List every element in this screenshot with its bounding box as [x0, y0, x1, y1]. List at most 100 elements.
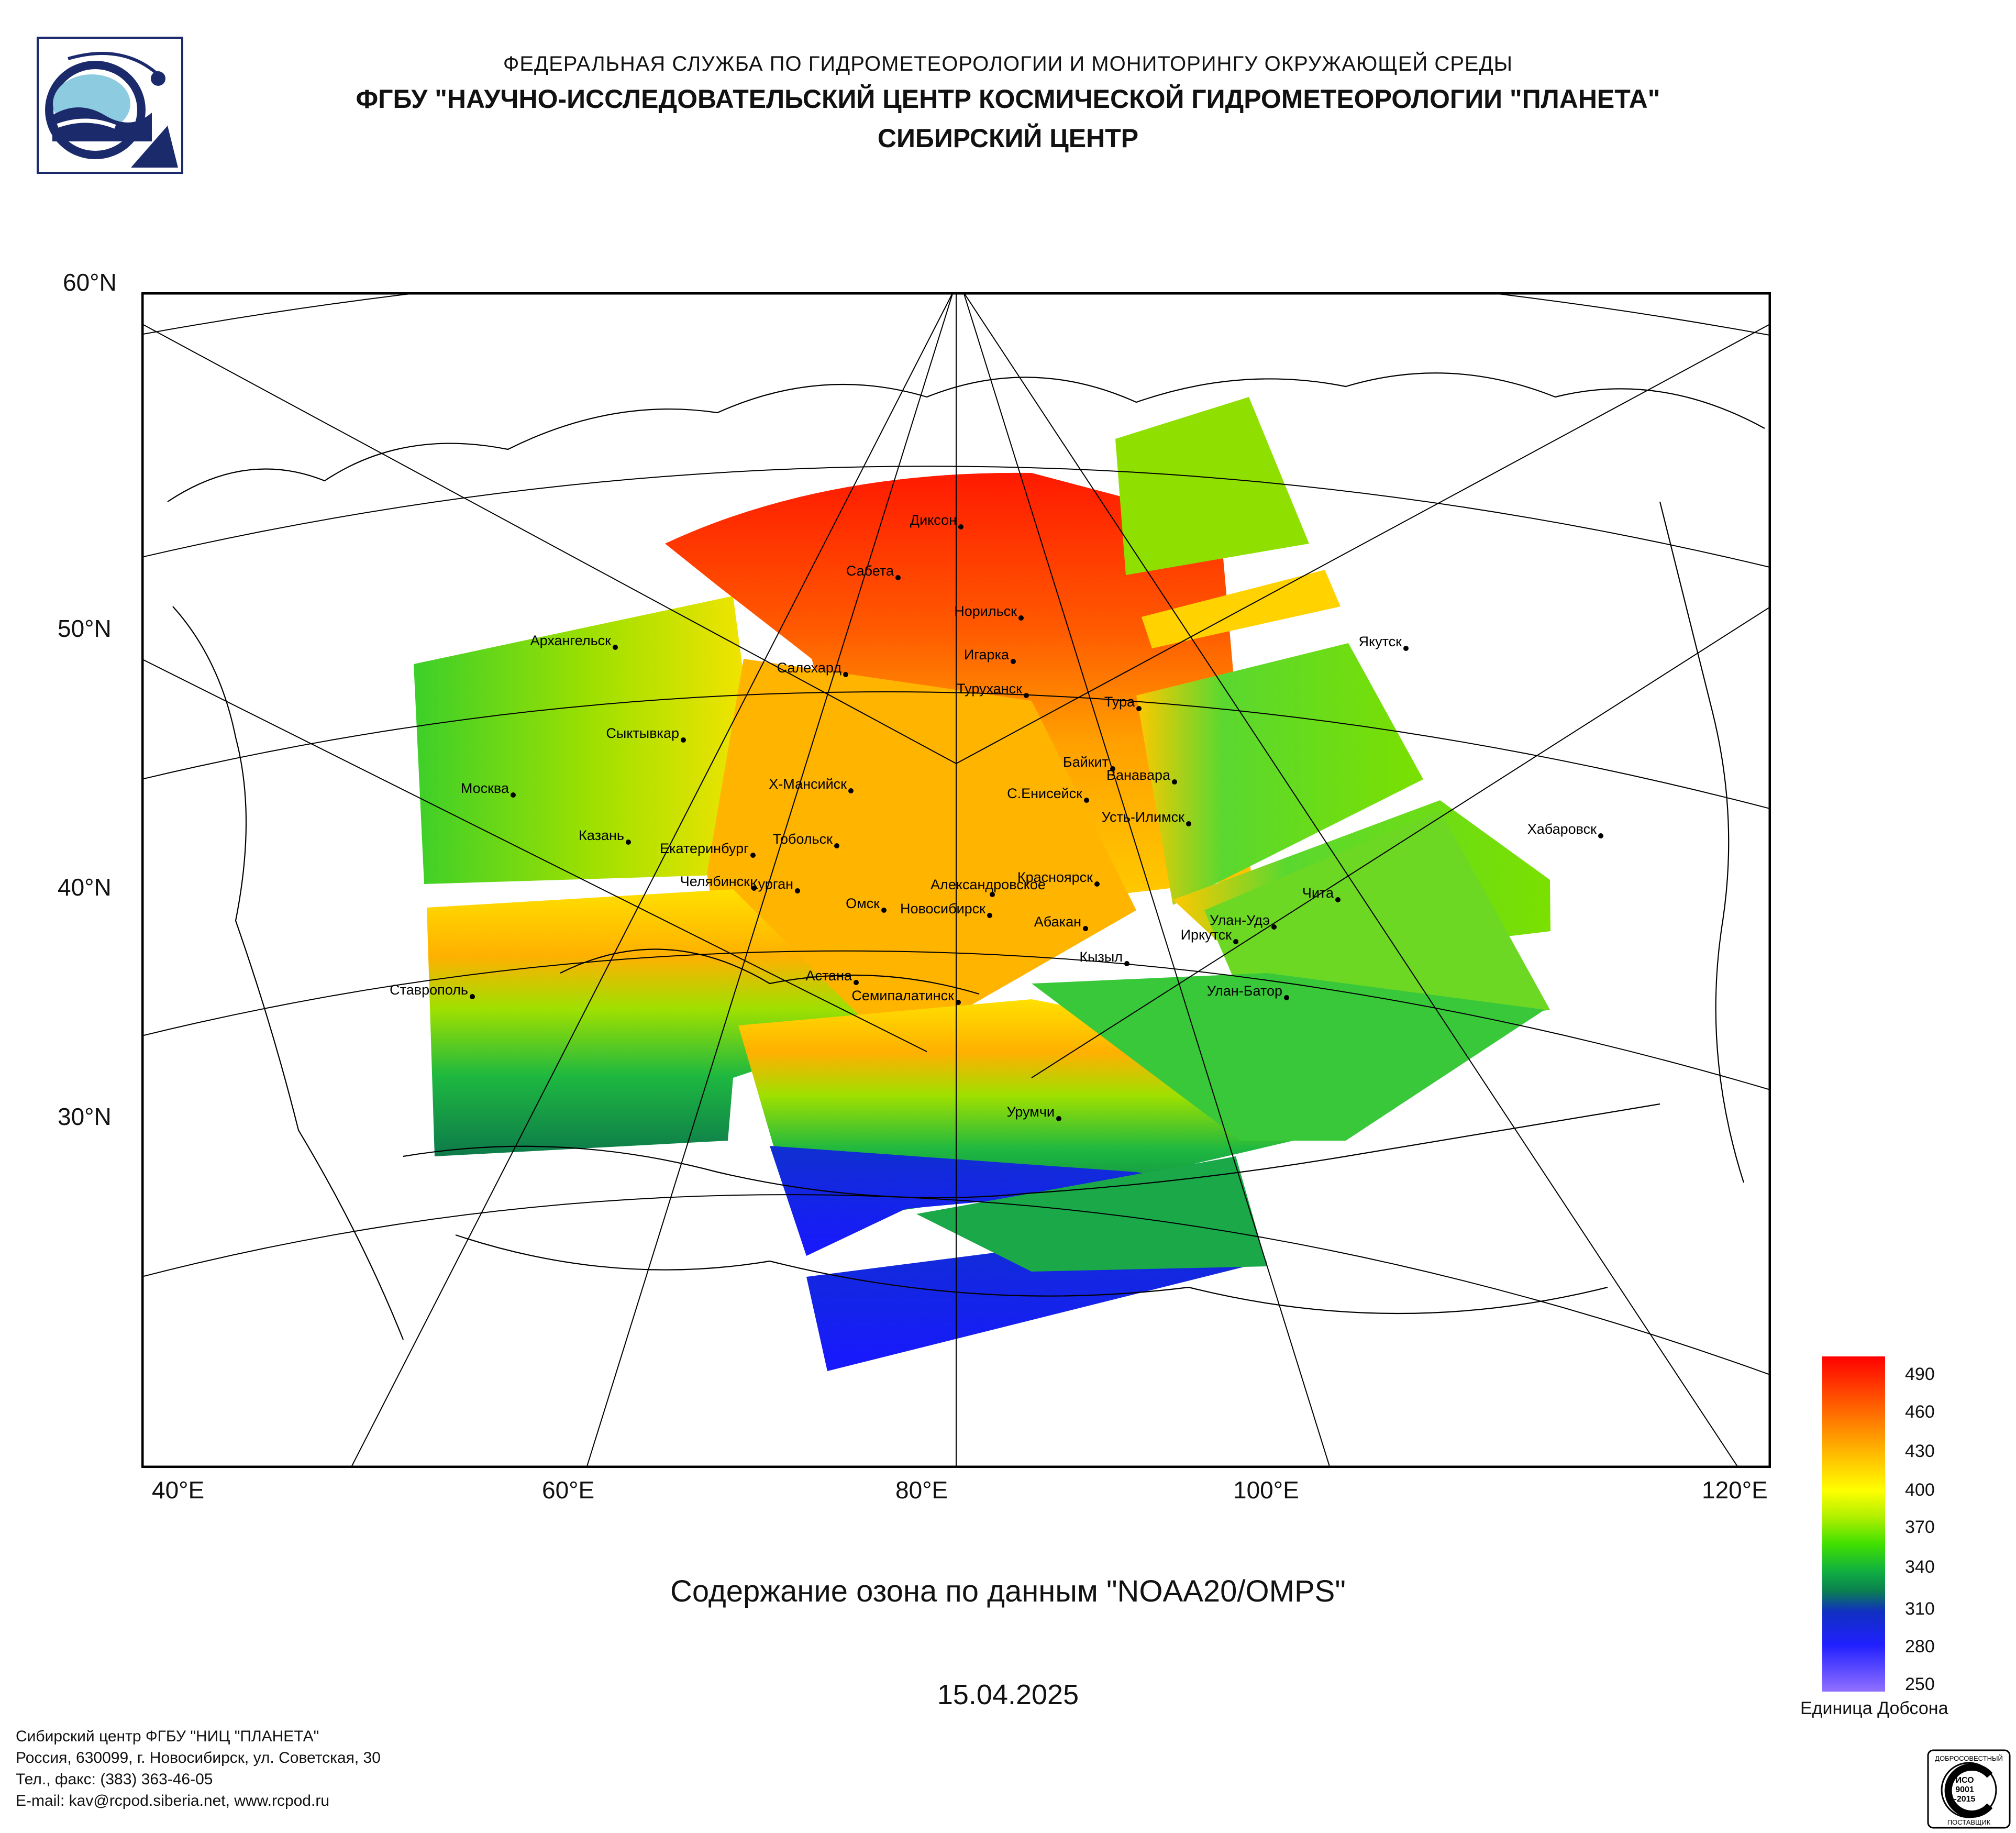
svg-text:ДОБРОСОВЕСТНЫЙ: ДОБРОСОВЕСТНЫЙ [1935, 1754, 2003, 1762]
city-dot [895, 575, 901, 580]
city-dot [1136, 706, 1142, 711]
city-dot [1024, 693, 1029, 698]
city-dot [1284, 995, 1289, 1000]
legend-tick-250: 250 [1905, 1674, 1935, 1694]
city-dot [958, 524, 963, 529]
city-label: Казань [579, 827, 624, 843]
city-label: Курган [750, 876, 793, 892]
svg-text:-2015: -2015 [1954, 1795, 1976, 1804]
svg-text:ПОСТАВЩИК: ПОСТАВЩИК [1947, 1818, 1991, 1826]
header-agency: ФЕДЕРАЛЬНАЯ СЛУЖБА ПО ГИДРОМЕТЕОРОЛОГИИ … [503, 52, 1513, 75]
legend-colorbar [1822, 1356, 1885, 1692]
city-dot [470, 994, 475, 999]
city-label: Новосибирск [900, 901, 985, 916]
city-label: Туруханск [957, 681, 1022, 697]
footer-contacts: E-mail: kav@rcpod.siberia.net, www.rcpod… [16, 1792, 330, 1809]
city-label: Тура [1104, 694, 1135, 710]
city-dot [1018, 615, 1024, 621]
city-label: Салехард [777, 660, 842, 676]
city-label: С.Енисейск [1007, 786, 1082, 801]
legend-tick-310: 310 [1905, 1599, 1935, 1619]
city-label: Байкит [1063, 754, 1109, 770]
city-label: Тобольск [773, 831, 833, 847]
city-dot [511, 792, 516, 798]
city-dot [1094, 881, 1100, 887]
city-dot [1172, 779, 1177, 785]
city-label: Омск [846, 896, 880, 911]
legend-tick-280: 280 [1905, 1637, 1935, 1657]
city-dot [956, 1000, 961, 1005]
header-center: СИБИРСКИЙ ЦЕНТР [877, 124, 1139, 153]
legend-tick-400: 400 [1905, 1480, 1935, 1500]
city-label: Хабаровск [1527, 821, 1597, 837]
city-label: Ставрополь [390, 982, 468, 998]
lon-label-80: 80°E [895, 1476, 948, 1504]
city-dot [1011, 659, 1016, 664]
city-dot [1084, 798, 1089, 803]
lon-label-60: 60°E [542, 1476, 595, 1504]
iso-certificate-seal: ДОБРОСОВЕСТНЫЙ ИСО 9001 -2015 ПОСТАВЩИК [1927, 1749, 2011, 1829]
swath-east [1136, 643, 1423, 905]
swath-west [414, 596, 770, 884]
footer-phone: Тел., факс: (383) 363-46-05 [16, 1771, 213, 1788]
city-dot [881, 908, 887, 913]
city-label: Х-Мансийск [769, 776, 847, 792]
ozone-map: Диксон Сабета Норильск Игарка Салехард Туруха… [141, 292, 1771, 1468]
lat-label-60: 60°N [63, 269, 117, 296]
city-dot [750, 853, 756, 858]
city-dot [1083, 926, 1088, 931]
lon-label-120: 120°E [1702, 1476, 1768, 1504]
lon-label-40: 40°E [152, 1476, 205, 1504]
city-label: Абакан [1034, 914, 1081, 930]
city-dot [751, 886, 757, 891]
city-dot [987, 913, 992, 918]
legend-tick-460: 460 [1905, 1402, 1935, 1422]
legend-tick-430: 430 [1905, 1441, 1935, 1461]
legend-tick-340: 340 [1905, 1557, 1935, 1577]
footer-address: Россия, 630099, г. Новосибирск, ул. Сове… [16, 1749, 381, 1766]
city-dot [1403, 646, 1409, 651]
city-label: Челябинск [680, 874, 750, 889]
city-dot [1335, 897, 1341, 902]
city-label: Игарка [964, 647, 1010, 662]
city-label: Иркутск [1181, 927, 1232, 943]
city-dot [795, 888, 800, 893]
city-label: Якутск [1359, 634, 1402, 649]
city-dot [1271, 924, 1277, 930]
swath-southwest [427, 889, 874, 1156]
legend-tick-490: 490 [1905, 1364, 1935, 1384]
city-dot [681, 737, 686, 743]
city-dot [990, 892, 995, 897]
swath-center [707, 659, 1136, 1052]
city-dot [834, 843, 839, 848]
city-label: Улан-Батор [1207, 983, 1282, 999]
svg-text:9001: 9001 [1955, 1785, 1974, 1794]
city-dot [1233, 939, 1238, 944]
footer-org: Сибирский центр ФГБУ "НИЦ "ПЛАНЕТА" [16, 1728, 319, 1745]
city-label: Урумчи [1006, 1104, 1055, 1120]
lat-label-30: 30°N [58, 1103, 112, 1130]
city-label: Сыктывкар [606, 725, 679, 741]
city-label: Москва [461, 780, 509, 796]
city-markers: Диксон Сабета Норильск Игарка Салехард Туруха… [390, 512, 1603, 1121]
swath-blue-1 [770, 1146, 1194, 1256]
planeta-logo [37, 37, 183, 174]
map-date: 15.04.2025 [937, 1679, 1079, 1710]
city-dot [854, 980, 859, 985]
city-label: Ванавара [1106, 767, 1171, 783]
city-dot [1124, 961, 1129, 966]
lat-label-50: 50°N [58, 615, 112, 642]
city-dot [843, 672, 848, 677]
city-label: Сабета [846, 563, 894, 579]
swath-green-south [916, 1156, 1267, 1272]
map-title: Содержание озона по данным "NOAA20/OMPS" [670, 1574, 1346, 1608]
swath-northeast [1115, 397, 1309, 575]
city-label: Архангельск [530, 633, 612, 648]
city-label: Усть-Илимск [1102, 809, 1185, 825]
svg-text:ИСО: ИСО [1955, 1776, 1974, 1785]
city-dot [626, 840, 631, 845]
lat-label-40: 40°N [58, 874, 112, 901]
city-label: Диксон [910, 512, 957, 528]
city-label: Екатеринбург [660, 841, 749, 856]
city-dot [1110, 766, 1115, 771]
